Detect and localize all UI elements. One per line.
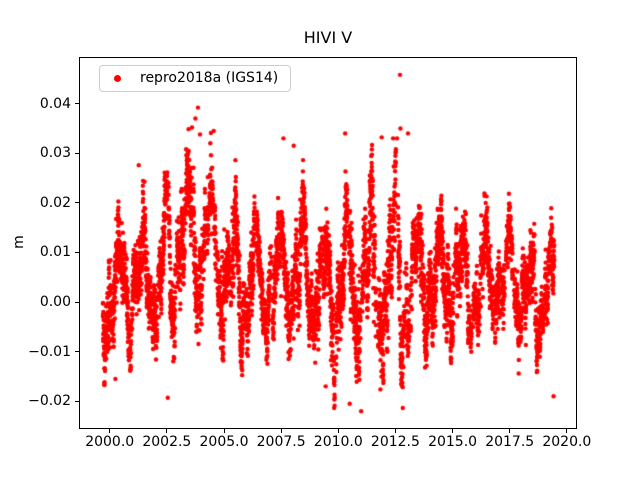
y-tick-label: 0.02 (39, 194, 71, 211)
y-tick-label: 0.03 (39, 145, 71, 162)
y-tick-mark (75, 202, 79, 204)
chart-title: HIVI V (303, 28, 353, 47)
x-tick-label: 2000.0 (85, 434, 135, 450)
x-tick-label: 2007.5 (256, 434, 306, 450)
legend: repro2018a (IGS14) (99, 65, 292, 92)
x-tick-label: 2017.5 (485, 434, 535, 450)
x-tick-label: 2002.5 (142, 434, 192, 450)
x-tick-mark (223, 429, 225, 433)
y-tick-label: 0.04 (39, 95, 71, 112)
x-tick-label: 2010.0 (313, 434, 363, 450)
x-tick-mark (166, 429, 168, 433)
y-tick-mark (75, 301, 79, 303)
y-tick-label: −0.01 (28, 343, 71, 360)
y-tick-label: 0.01 (39, 244, 71, 261)
x-tick-mark (452, 429, 454, 433)
y-tick-mark (75, 251, 79, 253)
x-tick-label: 2005.0 (199, 434, 249, 450)
y-tick-mark (75, 103, 79, 105)
legend-marker-dot-icon (114, 75, 121, 82)
legend-label: repro2018a (IGS14) (140, 70, 279, 86)
x-tick-label: 2015.0 (428, 434, 478, 450)
y-tick-mark (75, 351, 79, 353)
y-tick-mark (75, 400, 79, 402)
x-tick-mark (394, 429, 396, 433)
x-tick-mark (509, 429, 511, 433)
x-tick-mark (280, 429, 282, 433)
x-tick-mark (337, 429, 339, 433)
y-tick-mark (75, 152, 79, 154)
scatter-canvas (80, 58, 576, 428)
y-tick-label: 0.00 (39, 294, 71, 311)
x-tick-label: 2020.0 (542, 434, 592, 450)
y-tick-label: −0.02 (28, 393, 71, 410)
x-tick-label: 2012.5 (370, 434, 420, 450)
x-tick-mark (109, 429, 111, 433)
x-tick-mark (566, 429, 568, 433)
